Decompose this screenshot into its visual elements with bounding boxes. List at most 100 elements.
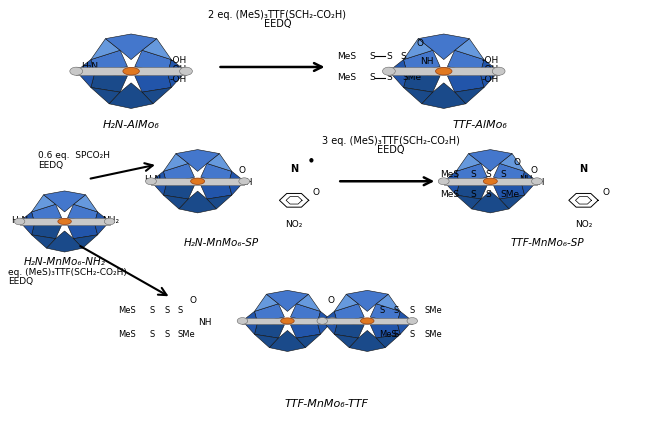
Text: S: S bbox=[386, 73, 391, 82]
Ellipse shape bbox=[281, 318, 294, 324]
Text: TTF-AlMo₆: TTF-AlMo₆ bbox=[453, 120, 508, 130]
Polygon shape bbox=[317, 311, 333, 334]
Text: S: S bbox=[470, 190, 476, 199]
Polygon shape bbox=[444, 171, 459, 195]
Text: MeS: MeS bbox=[118, 306, 136, 315]
Circle shape bbox=[239, 178, 250, 185]
Polygon shape bbox=[176, 150, 219, 171]
Polygon shape bbox=[297, 294, 321, 311]
Polygon shape bbox=[370, 323, 400, 338]
Ellipse shape bbox=[436, 67, 452, 75]
Polygon shape bbox=[334, 323, 364, 338]
Text: eq. (MeS)₃TTF(SCH₂-CO₂H): eq. (MeS)₃TTF(SCH₂-CO₂H) bbox=[8, 268, 127, 277]
Bar bbox=[389, 67, 498, 75]
Polygon shape bbox=[207, 195, 232, 209]
Polygon shape bbox=[403, 74, 440, 92]
Text: O: O bbox=[602, 188, 609, 197]
Circle shape bbox=[14, 218, 25, 225]
Text: O: O bbox=[531, 166, 538, 175]
Text: S: S bbox=[409, 330, 414, 339]
Polygon shape bbox=[403, 39, 433, 60]
Polygon shape bbox=[95, 212, 110, 235]
Text: S: S bbox=[470, 170, 476, 178]
Polygon shape bbox=[480, 60, 498, 87]
Polygon shape bbox=[376, 334, 400, 348]
Polygon shape bbox=[91, 39, 120, 60]
Text: S: S bbox=[369, 73, 375, 82]
Text: N: N bbox=[579, 164, 588, 173]
Polygon shape bbox=[494, 164, 524, 183]
Polygon shape bbox=[291, 304, 321, 323]
Polygon shape bbox=[297, 334, 321, 348]
Polygon shape bbox=[448, 50, 484, 74]
Ellipse shape bbox=[190, 178, 204, 184]
Polygon shape bbox=[19, 212, 35, 235]
Text: NH₂: NH₂ bbox=[102, 216, 120, 225]
Text: -OH: -OH bbox=[482, 75, 499, 84]
Polygon shape bbox=[201, 183, 232, 199]
Polygon shape bbox=[456, 195, 481, 209]
Polygon shape bbox=[164, 195, 188, 209]
Polygon shape bbox=[73, 235, 98, 248]
Text: O: O bbox=[327, 296, 334, 305]
Polygon shape bbox=[43, 191, 86, 212]
Circle shape bbox=[492, 67, 505, 75]
Text: NH: NH bbox=[198, 318, 211, 327]
Polygon shape bbox=[403, 50, 440, 74]
Polygon shape bbox=[522, 171, 537, 195]
Text: -OH: -OH bbox=[170, 66, 187, 75]
Polygon shape bbox=[31, 223, 61, 239]
Polygon shape bbox=[164, 164, 194, 183]
Text: -OH: -OH bbox=[482, 56, 499, 65]
Polygon shape bbox=[455, 87, 484, 104]
Polygon shape bbox=[91, 74, 128, 92]
Text: H₂N-AlMo₆: H₂N-AlMo₆ bbox=[103, 120, 160, 130]
Polygon shape bbox=[269, 331, 305, 351]
Polygon shape bbox=[142, 87, 172, 104]
Circle shape bbox=[438, 178, 449, 185]
Text: EEDQ: EEDQ bbox=[38, 161, 63, 170]
Text: S: S bbox=[394, 330, 399, 339]
Polygon shape bbox=[31, 235, 55, 248]
Polygon shape bbox=[389, 60, 407, 87]
Text: H₂N: H₂N bbox=[144, 176, 161, 184]
Polygon shape bbox=[164, 153, 188, 171]
Circle shape bbox=[327, 317, 338, 324]
Polygon shape bbox=[67, 223, 98, 239]
Text: SMe: SMe bbox=[500, 190, 520, 199]
Text: H₂N-MnMo₆-NH₂: H₂N-MnMo₆-NH₂ bbox=[23, 257, 106, 268]
Text: S: S bbox=[150, 306, 155, 315]
Polygon shape bbox=[255, 294, 279, 311]
Polygon shape bbox=[500, 153, 524, 171]
Circle shape bbox=[104, 218, 115, 225]
Text: NO₂: NO₂ bbox=[285, 220, 303, 229]
Polygon shape bbox=[349, 331, 385, 351]
Text: -OH: -OH bbox=[482, 66, 499, 75]
Text: NH: NH bbox=[519, 176, 532, 184]
Polygon shape bbox=[135, 50, 172, 74]
Text: MeS: MeS bbox=[379, 330, 397, 339]
Text: SMe: SMe bbox=[403, 73, 422, 82]
Polygon shape bbox=[494, 183, 524, 199]
Polygon shape bbox=[346, 291, 388, 311]
Polygon shape bbox=[164, 183, 194, 199]
Text: 2 eq. (MeS)₃TTF(SCH₂-CO₂H): 2 eq. (MeS)₃TTF(SCH₂-CO₂H) bbox=[208, 10, 347, 20]
Text: NH: NH bbox=[420, 58, 434, 66]
Text: S: S bbox=[486, 170, 492, 178]
Polygon shape bbox=[334, 304, 364, 323]
Text: -OH: -OH bbox=[170, 75, 187, 84]
Text: S: S bbox=[486, 190, 492, 199]
Polygon shape bbox=[370, 304, 400, 323]
Polygon shape bbox=[179, 191, 216, 213]
Ellipse shape bbox=[484, 178, 497, 184]
Circle shape bbox=[180, 67, 192, 75]
Text: S: S bbox=[401, 52, 406, 61]
Polygon shape bbox=[403, 87, 433, 104]
Polygon shape bbox=[91, 50, 128, 74]
Text: HN: HN bbox=[322, 318, 335, 327]
Text: 0.6 eq.  SPCO₂H: 0.6 eq. SPCO₂H bbox=[38, 151, 110, 160]
Text: SMe: SMe bbox=[178, 330, 196, 339]
Text: O: O bbox=[313, 188, 320, 197]
Text: SMe: SMe bbox=[424, 306, 442, 315]
Text: H₂N: H₂N bbox=[11, 216, 28, 225]
